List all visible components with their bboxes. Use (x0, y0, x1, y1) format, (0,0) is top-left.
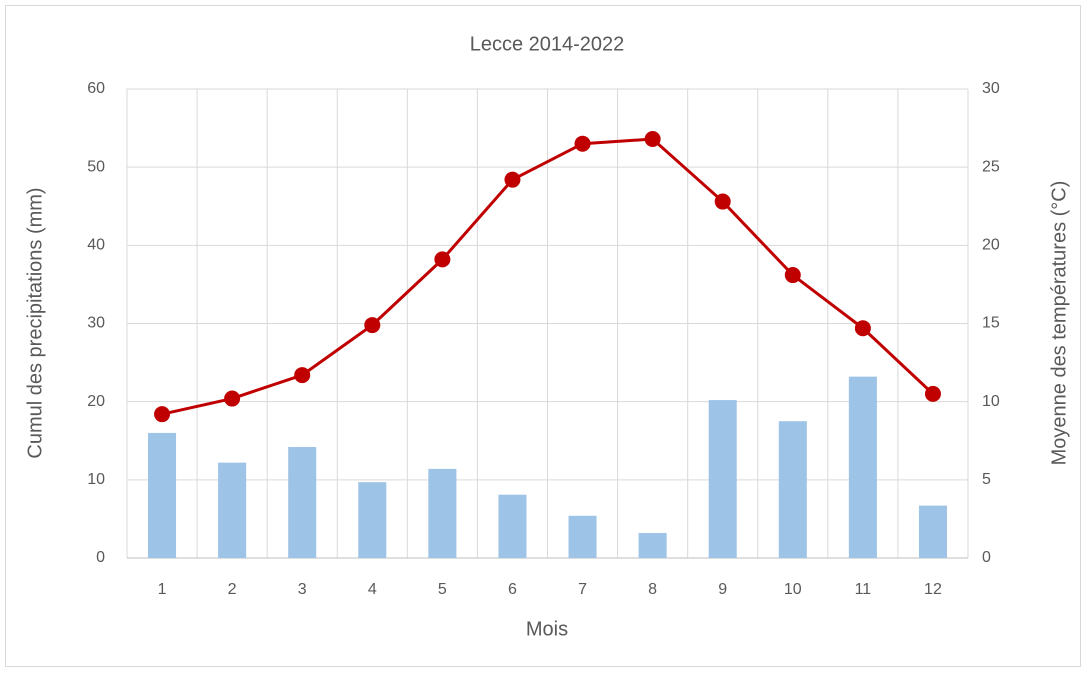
line-point (714, 193, 731, 210)
line-point (364, 317, 381, 334)
line-point (154, 406, 171, 423)
y2-tick-label: 25 (982, 158, 1000, 175)
y2-tick-label: 15 (982, 315, 1000, 332)
line-point (224, 390, 241, 407)
y2-axis-label: Moyenne des températures (°C) (1048, 181, 1070, 466)
x-tick-label: 8 (648, 581, 657, 598)
line-point (644, 131, 661, 148)
line-point (434, 251, 451, 268)
x-tick-label: 12 (924, 581, 942, 598)
line-point (854, 320, 871, 337)
y-tick-label: 60 (87, 80, 105, 97)
bar (568, 515, 597, 558)
bar (708, 400, 737, 558)
y-tick-label: 10 (87, 471, 105, 488)
bar (638, 532, 667, 558)
line-point (924, 385, 941, 402)
y-axis-label: Cumul des precipitations (mm) (24, 187, 46, 458)
x-tick-label: 4 (368, 581, 377, 598)
line-point (784, 267, 801, 284)
line-point (504, 171, 521, 188)
x-tick-label: 1 (158, 581, 167, 598)
bar (848, 376, 877, 558)
y2-tick-label: 30 (982, 80, 1000, 97)
line-point (294, 367, 311, 384)
y-tick-label: 0 (96, 549, 105, 566)
y2-tick-label: 5 (982, 471, 991, 488)
bar (778, 421, 807, 558)
x-tick-label: 6 (508, 581, 517, 598)
chart-border (5, 5, 1081, 667)
x-tick-label: 11 (855, 581, 872, 598)
y-tick-label: 50 (87, 158, 105, 175)
bar (498, 494, 527, 558)
bar (918, 505, 947, 558)
y-tick-label: 40 (87, 237, 105, 254)
y2-tick-label: 0 (982, 549, 991, 566)
bar (358, 482, 387, 558)
x-tick-label: 10 (784, 581, 802, 598)
chart-title: Lecce 2014-2022 (470, 33, 625, 55)
y-tick-label: 30 (87, 315, 105, 332)
bar (288, 447, 317, 558)
line (161, 137, 934, 416)
x-axis-label: Mois (526, 618, 568, 640)
bar (428, 468, 457, 558)
y2-tick-label: 10 (982, 393, 1000, 410)
x-tick-label: 5 (438, 581, 447, 598)
y-tick-label: 20 (87, 393, 105, 410)
x-tick-label: 3 (298, 581, 307, 598)
bar (148, 432, 177, 558)
y2-tick-label: 20 (982, 237, 1000, 254)
x-tick-label: 9 (718, 581, 727, 598)
x-tick-label: 7 (578, 581, 587, 598)
line-point (574, 135, 591, 152)
bar (218, 462, 247, 558)
x-tick-label: 2 (228, 581, 237, 598)
